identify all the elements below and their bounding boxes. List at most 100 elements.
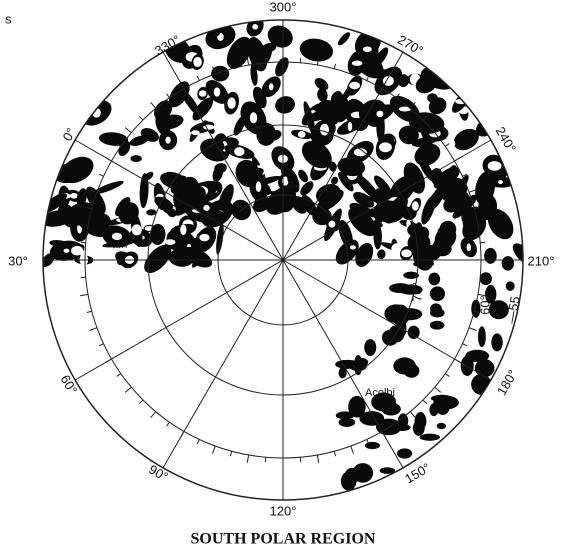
longitude-label: 90° — [146, 462, 171, 485]
crater-floor — [180, 224, 186, 235]
dark-terrain — [336, 411, 354, 419]
tick — [87, 311, 92, 312]
crater-floor — [64, 249, 70, 253]
tick — [445, 374, 449, 377]
longitude-label: 210° — [528, 253, 555, 268]
dark-terrain — [404, 364, 420, 378]
dark-terrain — [130, 155, 142, 162]
tick — [410, 412, 415, 418]
crater-floor — [71, 246, 83, 256]
corner-text: s — [5, 11, 12, 26]
crater-floor — [250, 112, 257, 123]
tick — [125, 128, 131, 133]
dark-terrain — [272, 55, 291, 79]
crater-floor — [320, 124, 329, 136]
crater-floor — [352, 61, 363, 66]
dark-terrain — [433, 396, 459, 410]
dark-terrain — [480, 272, 492, 285]
longitude-label: 270° — [395, 32, 426, 58]
tick — [99, 344, 104, 346]
crater-floor — [165, 137, 170, 144]
crater-floor — [132, 224, 142, 235]
tick — [247, 57, 248, 65]
tick — [117, 374, 121, 377]
tick — [334, 451, 335, 456]
dark-terrain — [391, 304, 409, 325]
dark-terrain — [381, 403, 401, 416]
longitude-label: 60° — [58, 372, 81, 397]
longitude-label: 120° — [270, 503, 297, 518]
dark-terrain — [430, 321, 445, 330]
dark-terrain — [484, 248, 497, 264]
longitude-label: 150° — [402, 460, 433, 486]
feature-label: Acolbi — [365, 387, 395, 399]
dark-terrain — [438, 227, 447, 235]
tick — [89, 328, 97, 331]
crater-floor — [298, 131, 306, 138]
crater-floor — [199, 90, 207, 97]
dark-terrain — [408, 326, 420, 339]
dark-terrain — [430, 303, 442, 314]
dark-terrain — [352, 463, 373, 483]
tick — [180, 431, 184, 438]
graticule — [43, 20, 523, 500]
crater-floor — [165, 239, 176, 245]
tick — [99, 174, 104, 176]
crater-floor — [348, 122, 352, 131]
crater-floor — [488, 161, 502, 171]
tick — [139, 400, 143, 404]
crater-floor — [256, 181, 262, 192]
dark-terrain — [211, 65, 230, 81]
dark-terrain — [365, 442, 380, 449]
crater-floor — [379, 142, 392, 152]
tick — [334, 64, 335, 69]
feature-label: am — [112, 239, 127, 251]
dark-terrain — [420, 434, 440, 441]
tick — [197, 76, 199, 81]
latitude-label: 70° — [409, 282, 424, 302]
dark-terrain — [364, 339, 376, 356]
tick — [469, 328, 477, 331]
tick — [125, 387, 131, 392]
tick — [213, 446, 216, 454]
tick — [80, 294, 88, 295]
tick — [197, 439, 199, 444]
tick — [247, 455, 248, 463]
crater-floor — [252, 24, 258, 29]
tick — [423, 400, 427, 404]
tick — [351, 446, 354, 454]
dark-terrain — [433, 239, 446, 252]
crater-floor — [363, 46, 372, 52]
crater-floor — [269, 83, 274, 90]
dark-terrain — [273, 94, 297, 117]
map-title: SOUTH POLAR REGION — [191, 531, 376, 548]
dark-terrain — [437, 423, 446, 429]
tick — [105, 359, 112, 363]
tick — [167, 94, 170, 98]
crater-floor — [412, 201, 419, 210]
crater-floor — [350, 245, 356, 249]
crater-floor — [203, 205, 209, 211]
dark-terrain — [415, 412, 427, 430]
dark-terrain — [413, 261, 434, 268]
dark-terrain — [377, 249, 386, 260]
dark-terrain — [364, 413, 372, 421]
dark-terrain — [298, 36, 335, 64]
crater-floor — [349, 82, 360, 89]
longitude-label: 300° — [270, 0, 297, 14]
longitude-label: 30° — [8, 253, 28, 268]
tick — [454, 359, 461, 363]
latitude-label: 60° — [477, 295, 492, 315]
tick — [454, 157, 461, 161]
dark-terrain — [491, 333, 502, 351]
crater-floor — [227, 97, 235, 108]
tick — [230, 451, 231, 456]
tick — [317, 455, 318, 463]
dark-terrain — [336, 30, 352, 47]
dark-terrain — [56, 151, 98, 188]
crater-floor — [191, 130, 200, 135]
dark-terrain — [502, 256, 515, 270]
tick — [151, 102, 156, 108]
dark-terrain — [430, 286, 445, 301]
